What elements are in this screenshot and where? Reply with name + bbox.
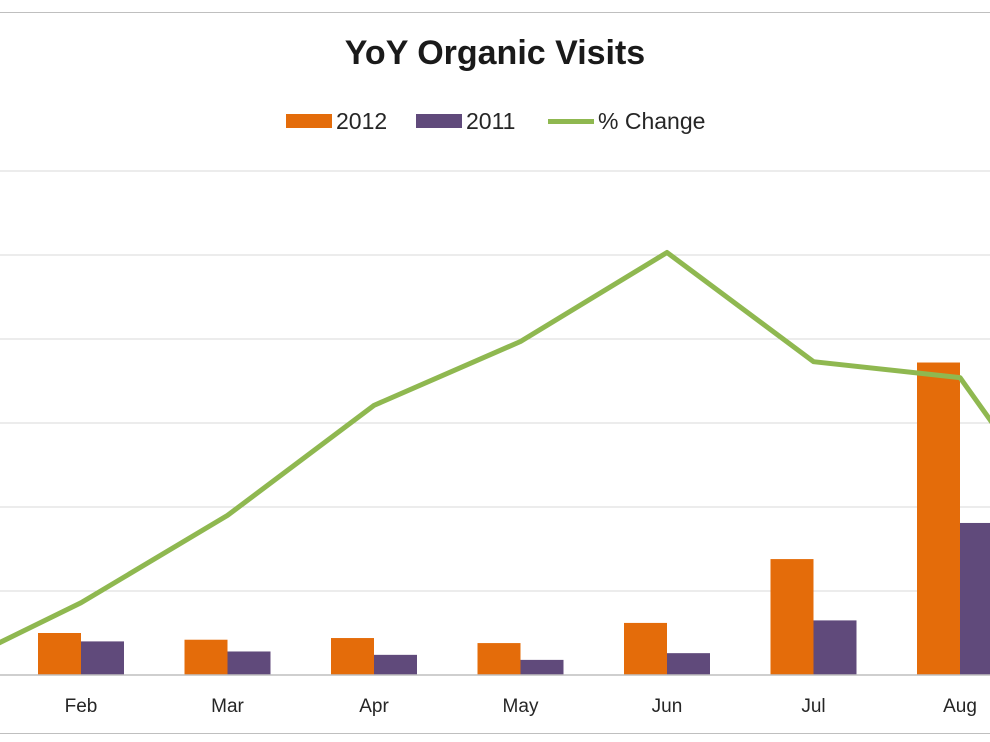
bar-series [38, 362, 990, 675]
bar-2011-aug [960, 522, 990, 675]
x-tick-label-feb: Feb [65, 696, 98, 717]
chart-legend: 2012 2011 % Change [0, 106, 990, 136]
bar-2011-jul [813, 620, 857, 675]
legend-line-change [548, 118, 594, 124]
line-series [0, 249, 990, 646]
bar-2012-feb [38, 633, 81, 675]
legend-label-change: % Change [598, 107, 706, 134]
legend-item-change: % Change [548, 106, 705, 136]
x-tick-label-apr: Apr [359, 696, 389, 717]
x-tick-label-jul: Jul [801, 696, 825, 717]
line-change [0, 249, 990, 646]
legend-label-2011: 2011 [466, 107, 516, 134]
bar-2011-feb [81, 641, 124, 675]
bar-2012-aug [917, 362, 960, 675]
legend-swatch-2012 [286, 114, 332, 128]
bar-2011-apr [374, 654, 417, 675]
legend-item-2011: 2011 [416, 106, 515, 136]
chart-title: YoY Organic Visits [344, 34, 646, 72]
chart-frame [0, 12, 990, 734]
bar-2012-apr [331, 638, 374, 675]
x-tick-label-mar: Mar [211, 696, 244, 717]
bar-2012-may [477, 643, 521, 675]
bar-2012-jul [770, 559, 814, 675]
x-tick-label-may: May [503, 696, 539, 717]
bar-2012-mar [184, 639, 228, 675]
bar-2011-mar [227, 651, 271, 675]
x-axis: Feb Mar Apr May Jun Jul Aug [0, 674, 990, 717]
gridlines [0, 170, 990, 592]
bar-2012-jun [624, 622, 667, 675]
legend-label-2012: 2012 [336, 107, 388, 134]
legend-item-2012: 2012 [286, 106, 387, 136]
bar-2011-may [520, 659, 564, 675]
bar-2011-jun [667, 653, 710, 675]
x-tick-label-aug: Aug [943, 696, 977, 717]
legend-swatch-2011 [416, 114, 462, 128]
x-tick-label-jun: Jun [652, 696, 683, 717]
